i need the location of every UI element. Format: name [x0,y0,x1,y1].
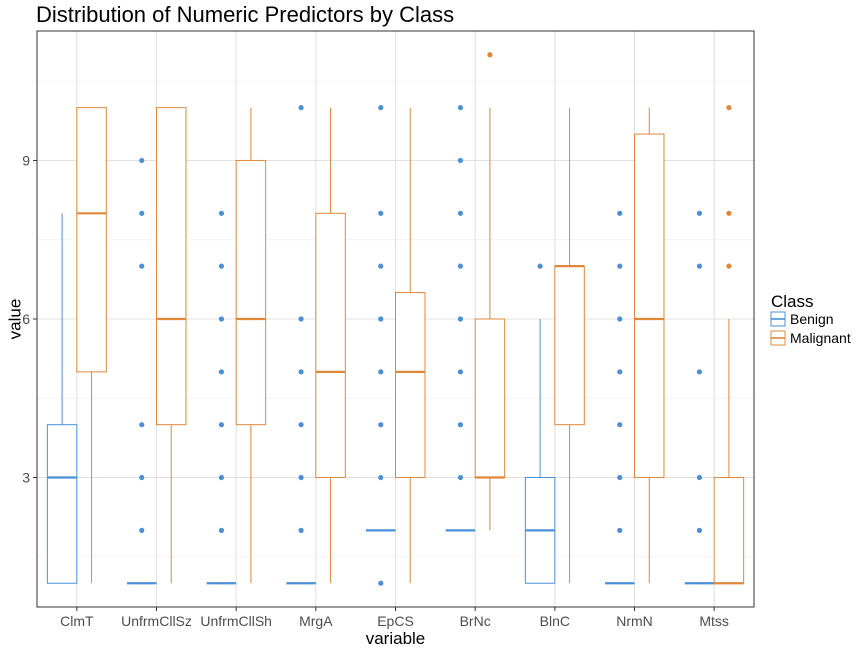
x-tick-label: NrmN [616,613,653,629]
outlier-point [378,316,384,322]
box-brnc [474,318,506,479]
box-clmt [76,107,107,373]
outlier-point [218,210,225,216]
legend-title: Class [771,292,814,311]
outlier-point [457,369,464,375]
outlier-point [298,369,304,375]
outlier-point [378,105,384,111]
box-unfrmcllsh [235,159,267,426]
outlier-point [726,210,732,216]
outlier-point [298,316,304,322]
outlier-point [218,369,225,375]
outlier-point [617,316,623,322]
legend-key-malignant: Malignant [770,330,851,346]
x-tick-label: BlnC [540,613,570,629]
legend: Class Benign Malignant [770,292,851,346]
outlier-point [457,157,464,164]
outlier-point [617,263,623,269]
series-malignant [76,52,745,585]
outlier-point [457,316,464,322]
series-benign [46,105,715,586]
legend-key-benign: Benign [770,311,834,327]
y-axis-title: value [5,299,24,340]
x-tick-label: MrgA [299,613,333,629]
outlier-point [696,369,703,375]
outlier-point [696,210,703,216]
outlier-point [378,474,384,481]
outlier-point [457,105,464,111]
outlier-point [696,527,703,533]
outlier-point [218,263,225,269]
x-tick-label: UnfrmCllSz [121,613,192,629]
legend-label: Malignant [790,330,851,346]
outlier-point [139,263,145,269]
outlier-point [218,422,225,428]
outlier-point [139,157,145,164]
outlier-point [617,474,623,481]
outlier-point [139,210,145,216]
outlier-point [378,580,384,586]
x-tick-label: EpCS [377,613,414,629]
outlier-point [696,263,703,269]
outlier-point [726,105,732,111]
box-mrga [315,212,346,479]
x-tick-label: ClmT [60,613,94,629]
outlier-point [617,369,623,375]
outlier-point [457,422,464,428]
outlier-point [696,474,703,481]
outlier-point [487,52,493,58]
outlier-point [218,316,225,322]
outlier-point [139,474,145,481]
box-series [46,52,745,586]
outlier-point [139,527,145,533]
outlier-point [298,527,304,533]
outlier-point [726,263,732,269]
outlier-point [457,474,464,481]
outlier-point [378,369,384,375]
outlier-point [537,263,543,269]
outlier-point [617,527,623,533]
outlier-point [617,422,623,428]
box-nrmn [634,133,665,479]
x-tick-label: Mtss [699,613,729,629]
outlier-point [298,105,304,111]
outlier-point [378,210,384,216]
outlier-point [139,422,145,428]
box-epcs [395,292,426,479]
outlier-point [378,263,384,269]
outlier-point [218,527,225,533]
x-tick-label: UnfrmCllSh [200,613,272,629]
box-mtss [713,477,745,584]
box-unfrmcllsz [156,107,187,426]
x-axis-title: variable [366,629,426,648]
chart-title: Distribution of Numeric Predictors by Cl… [36,2,454,27]
x-tick-label: BrNc [460,613,491,629]
outlier-point [218,474,225,481]
outlier-point [298,422,304,428]
y-tick-label: 3 [22,470,30,486]
box-blnc [554,265,585,426]
legend-label: Benign [790,311,834,327]
axis-ticks: 3 6 9 ClmT UnfrmCllSz UnfrmCllSh MrgA EpCS BrNc B… [22,152,729,629]
y-tick-label: 6 [22,311,30,327]
outlier-point [378,422,384,428]
outlier-point [457,263,464,269]
outlier-point [298,474,304,481]
outlier-point [617,210,623,216]
outlier-point [457,210,464,216]
box-clmt [46,424,78,584]
y-tick-label: 9 [22,152,30,168]
